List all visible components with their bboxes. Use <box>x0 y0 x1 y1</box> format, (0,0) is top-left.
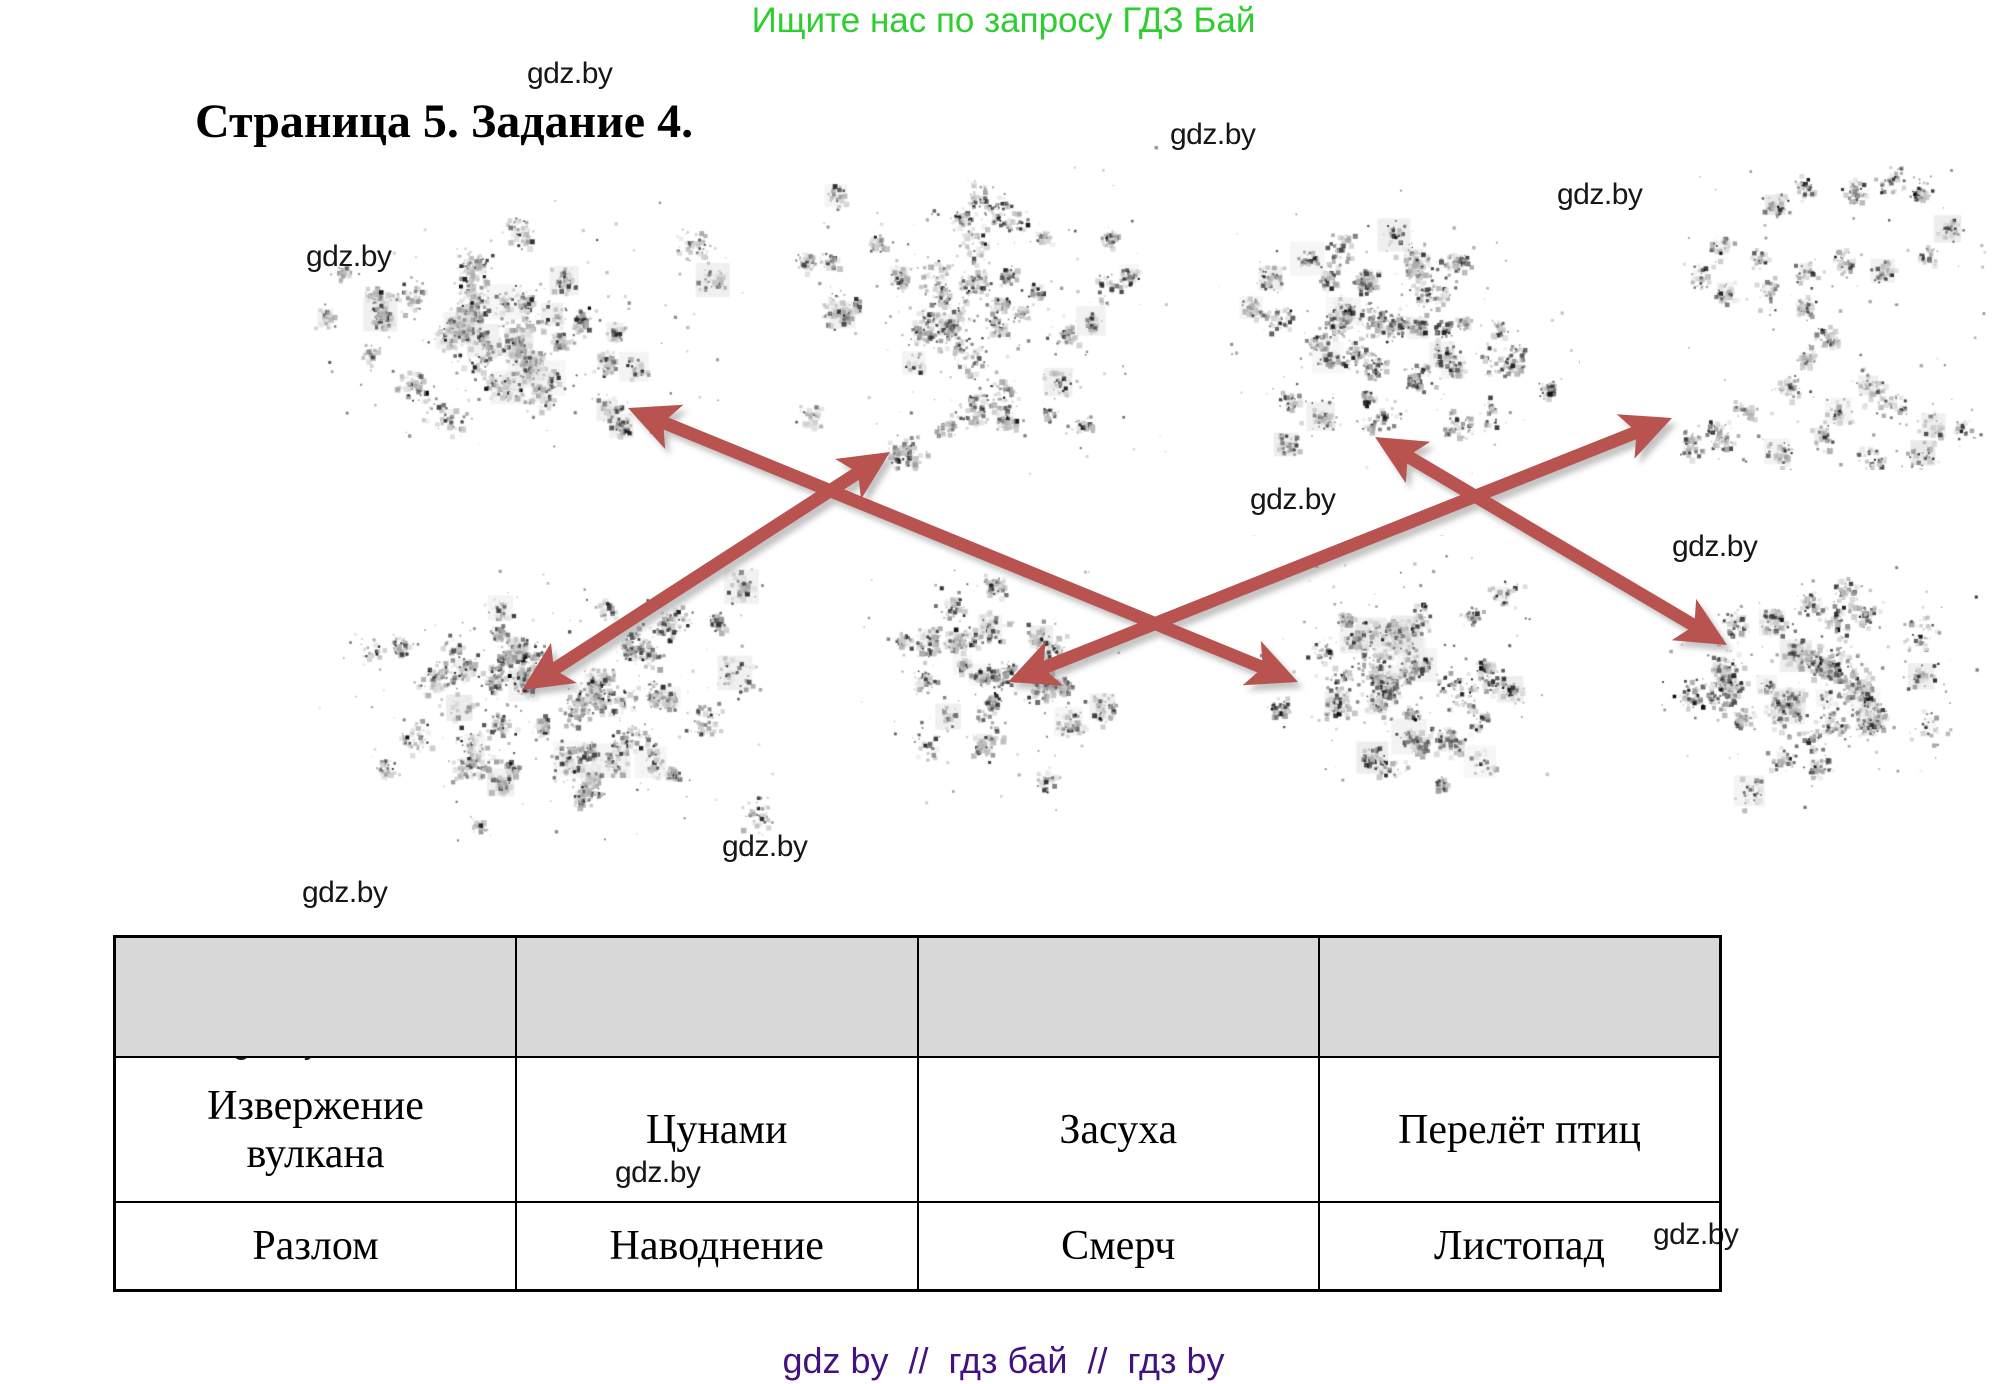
watermark-gdzby: gdz.by <box>1557 178 1643 211</box>
table-row: Разлом Наводнение Смерч Листопад <box>113 1201 1722 1292</box>
photo-bottom-far-right <box>1645 545 1980 820</box>
table-cell: Цунами <box>515 1056 919 1203</box>
watermark-gdzby: gdz.by <box>527 57 613 90</box>
promo-banner-text: Ищите нас по запросу ГДЗ Бай <box>751 1 1256 40</box>
photo-bottom-mid <box>845 550 1135 815</box>
table-cell: Перелёт птиц <box>1318 1056 1722 1203</box>
watermark-gdzby: gdz.by <box>722 830 808 863</box>
table-cell: Разлом <box>113 1201 517 1292</box>
table-row: Извержение вулкана Цунами Засуха Перелёт… <box>113 1056 1722 1203</box>
table-cell: Листопад <box>1318 1201 1722 1292</box>
photo-top-left <box>295 185 745 465</box>
photo-bottom-left <box>300 550 785 845</box>
footer-site-text: gdz by // гдз бай // гдз by <box>782 1340 1225 1381</box>
page-title: Страница 5. Задание 4. <box>195 95 694 148</box>
table-header-cell <box>916 935 1320 1058</box>
watermark-gdzby: gdz.by <box>1170 118 1256 151</box>
table-cell: Наводнение <box>515 1201 919 1292</box>
photo-bottom-right <box>1230 535 1550 805</box>
watermark-gdzby: gdz.by <box>302 876 388 909</box>
photo-top-mid <box>780 140 1180 480</box>
table-header-cell <box>1318 935 1722 1058</box>
photo-top-right <box>1215 185 1580 475</box>
table-header-cell <box>113 935 517 1058</box>
photo-top-far-right <box>1680 165 1990 470</box>
table-header-row <box>113 935 1722 1058</box>
watermark-gdzby: gdz.by <box>1250 483 1336 516</box>
answer-table: Извержение вулкана Цунами Засуха Перелёт… <box>113 935 1722 1292</box>
table-cell: Смерч <box>916 1201 1320 1292</box>
table-cell: Извержение вулкана <box>113 1056 517 1203</box>
watermark-gdzby: gdz.by <box>306 240 392 273</box>
table-cell: Засуха <box>916 1056 1320 1203</box>
watermark-gdzby: gdz.by <box>1672 530 1758 563</box>
table-header-cell <box>515 935 919 1058</box>
